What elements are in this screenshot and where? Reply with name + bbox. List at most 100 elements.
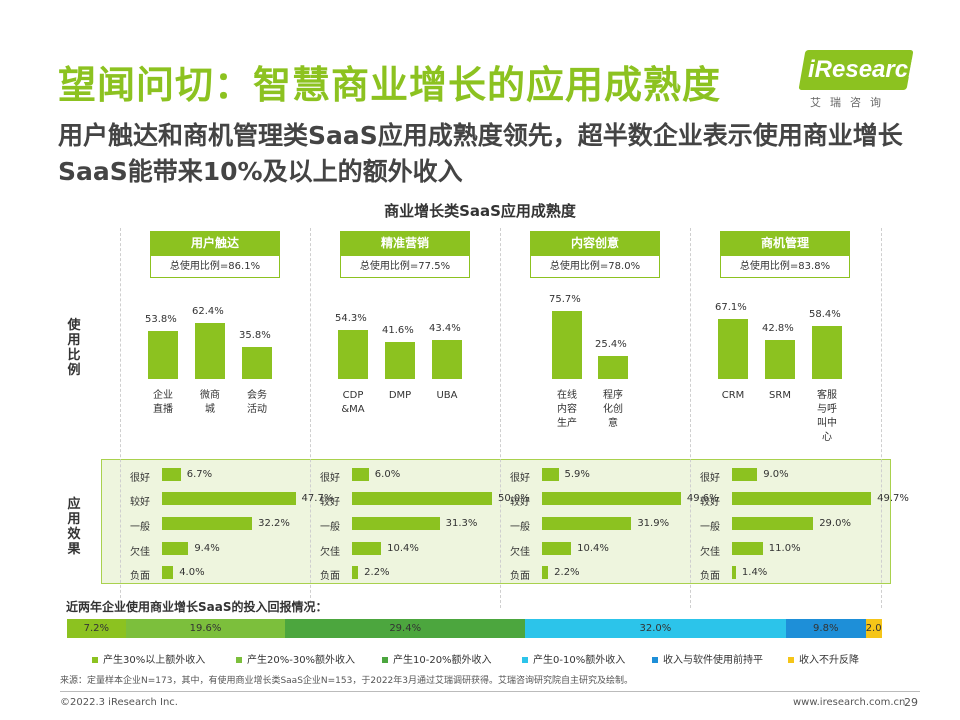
category-header: 用户触达 bbox=[150, 231, 280, 256]
usage-bar bbox=[148, 330, 178, 379]
effect-row-label: 较好 bbox=[700, 497, 720, 508]
source-note: 来源：定量样本企业N=173，其中，有使用商业增长类SaaS企业N=153，于2… bbox=[60, 676, 633, 686]
usage-value-label: 62.4% bbox=[192, 305, 224, 317]
effect-bar bbox=[162, 542, 189, 555]
effect-bar bbox=[352, 566, 359, 579]
effect-value-label: 2.2% bbox=[364, 567, 390, 578]
usage-bar bbox=[718, 318, 748, 379]
legend-item: 产生30%以上额外收入 bbox=[92, 651, 206, 666]
legend-item: 收入与软件使用前持平 bbox=[652, 651, 763, 666]
effect-row-label: 很好 bbox=[510, 473, 530, 484]
legend-label: 产生10-20%额外收入 bbox=[393, 655, 492, 666]
usage-bar bbox=[552, 310, 582, 379]
usage-bar bbox=[385, 341, 415, 379]
iresearch-logo: iResearch 艾瑞咨询 bbox=[788, 48, 923, 110]
legend-item: 产生0-10%额外收入 bbox=[522, 651, 625, 666]
usage-value-label: 58.4% bbox=[809, 309, 841, 321]
roi-segment: 7.2% bbox=[67, 619, 126, 638]
effect-row-label: 很好 bbox=[320, 473, 340, 484]
usage-value-label: 41.6% bbox=[382, 324, 414, 336]
legend-item: 产生10-20%额外收入 bbox=[382, 651, 492, 666]
legend-label: 产生20%-30%额外收入 bbox=[247, 655, 356, 666]
effect-bar bbox=[162, 492, 296, 505]
effect-row-label: 欠佳 bbox=[320, 547, 340, 558]
effect-value-label: 31.3% bbox=[445, 518, 478, 529]
effect-bar bbox=[162, 468, 181, 481]
effect-bar bbox=[352, 492, 492, 505]
effect-bar bbox=[352, 517, 440, 530]
usage-value-label: 25.4% bbox=[595, 339, 627, 351]
roi-stacked-bar: 7.2%19.6%29.4%32.0%9.8%2.0% bbox=[67, 619, 882, 638]
group-divider bbox=[120, 228, 121, 608]
usage-category-label: 企业直播 bbox=[153, 390, 173, 415]
roi-segment: 2.0% bbox=[865, 619, 882, 638]
usage-value-label: 42.8% bbox=[762, 323, 794, 335]
logo-subtext: 艾瑞咨询 bbox=[810, 96, 890, 109]
effect-bar bbox=[542, 468, 559, 481]
usage-bar bbox=[242, 346, 272, 379]
legend-swatch bbox=[382, 657, 388, 663]
group-divider bbox=[881, 228, 882, 608]
legend-swatch bbox=[652, 657, 658, 663]
effect-bar bbox=[352, 468, 369, 481]
effect-value-label: 9.0% bbox=[763, 469, 789, 480]
effect-bar bbox=[352, 542, 382, 555]
effect-value-label: 11.0% bbox=[768, 543, 801, 554]
website: www.iresearch.com.cn bbox=[793, 697, 906, 708]
usage-category-label: CDP&MA bbox=[341, 390, 365, 415]
category-box: 精准营销 总使用比例=77.5% bbox=[340, 231, 470, 278]
effect-row-label: 一般 bbox=[130, 522, 150, 533]
category-box: 内容创意 总使用比例=78.0% bbox=[530, 231, 660, 278]
legend-swatch bbox=[236, 657, 242, 663]
effect-row-label: 欠佳 bbox=[700, 547, 720, 558]
effect-row-label: 欠佳 bbox=[510, 547, 530, 558]
effect-value-label: 6.0% bbox=[374, 469, 401, 480]
group-divider bbox=[310, 228, 311, 608]
usage-bar bbox=[812, 326, 842, 379]
effect-value-label: 4.0% bbox=[179, 567, 205, 578]
group-divider bbox=[500, 228, 501, 608]
effect-bar bbox=[542, 566, 549, 579]
category-header: 内容创意 bbox=[530, 231, 660, 256]
legend-label: 收入不升反降 bbox=[799, 655, 859, 666]
usage-category-label: 微商城 bbox=[200, 390, 220, 415]
roi-segment: 32.0% bbox=[525, 619, 786, 638]
usage-category-label: DMP bbox=[388, 390, 412, 401]
effect-bar bbox=[732, 566, 736, 579]
roi-segment: 29.4% bbox=[285, 619, 526, 638]
category-total: 总使用比例=83.8% bbox=[720, 256, 850, 278]
copyright: ©2022.3 iResearch Inc. bbox=[60, 697, 178, 708]
effect-side-label: 应用效果 bbox=[67, 497, 81, 557]
legend-swatch bbox=[92, 657, 98, 663]
category-box: 商机管理 总使用比例=83.8% bbox=[720, 231, 850, 278]
usage-value-label: 35.8% bbox=[239, 329, 271, 341]
usage-bar bbox=[338, 330, 368, 379]
effect-value-label: 6.7% bbox=[186, 469, 213, 480]
effect-bar bbox=[732, 492, 872, 505]
effect-row-label: 一般 bbox=[320, 522, 340, 533]
usage-value-label: 67.1% bbox=[715, 301, 747, 313]
usage-bar bbox=[765, 340, 795, 379]
effect-row-label: 较好 bbox=[510, 497, 530, 508]
usage-value-label: 53.8% bbox=[145, 313, 177, 325]
effect-bar bbox=[732, 542, 763, 555]
effect-row-label: 很好 bbox=[700, 473, 720, 484]
effect-value-label: 1.4% bbox=[741, 567, 768, 578]
usage-value-label: 75.7% bbox=[549, 293, 581, 305]
effect-bar bbox=[542, 542, 572, 555]
effect-value-label: 2.2% bbox=[554, 567, 580, 578]
group-divider bbox=[690, 228, 691, 608]
effect-row-label: 负面 bbox=[130, 571, 150, 582]
effect-row-label: 较好 bbox=[320, 497, 340, 508]
page-subtitle: 用户触达和商机管理类SaaS应用成熟度领先，超半数企业表示使用商业增长SaaS能… bbox=[58, 121, 903, 186]
roi-segment: 9.8% bbox=[785, 619, 866, 638]
roi-title: 近两年企业使用商业增长SaaS的投入回报情况： bbox=[66, 600, 328, 614]
legend-item: 收入不升反降 bbox=[788, 651, 859, 666]
legend-label: 产生30%以上额外收入 bbox=[103, 655, 206, 666]
legend-swatch bbox=[788, 657, 794, 663]
usage-bar bbox=[598, 356, 628, 379]
roi-segment: 19.6% bbox=[125, 619, 286, 638]
category-total: 总使用比例=86.1% bbox=[150, 256, 280, 278]
usage-side-label: 使用比例 bbox=[67, 318, 81, 378]
category-total: 总使用比例=78.0% bbox=[530, 256, 660, 278]
